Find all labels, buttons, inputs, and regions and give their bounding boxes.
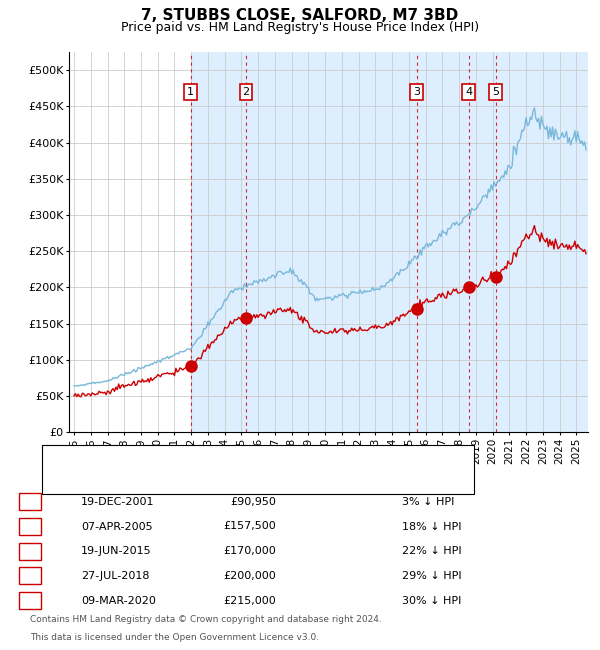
Text: 7, STUBBS CLOSE, SALFORD, M7 3BD (detached house): 7, STUBBS CLOSE, SALFORD, M7 3BD (detach… [90, 454, 400, 464]
Text: 7, STUBBS CLOSE, SALFORD, M7 3BD: 7, STUBBS CLOSE, SALFORD, M7 3BD [142, 8, 458, 23]
Text: 3: 3 [413, 87, 420, 97]
Text: 2: 2 [26, 521, 34, 532]
Text: £215,000: £215,000 [223, 595, 276, 606]
Text: 4: 4 [465, 87, 472, 97]
Text: 18% ↓ HPI: 18% ↓ HPI [402, 521, 461, 532]
Text: 27-JUL-2018: 27-JUL-2018 [81, 571, 149, 581]
Text: £157,500: £157,500 [223, 521, 276, 532]
Text: This data is licensed under the Open Government Licence v3.0.: This data is licensed under the Open Gov… [30, 633, 319, 642]
Text: 19-DEC-2001: 19-DEC-2001 [81, 497, 155, 507]
Text: 29% ↓ HPI: 29% ↓ HPI [402, 571, 461, 581]
Text: 5: 5 [492, 87, 499, 97]
Text: 4: 4 [26, 571, 34, 581]
Text: 1: 1 [26, 497, 34, 507]
Text: 30% ↓ HPI: 30% ↓ HPI [402, 595, 461, 606]
Text: 09-MAR-2020: 09-MAR-2020 [81, 595, 156, 606]
Text: Price paid vs. HM Land Registry's House Price Index (HPI): Price paid vs. HM Land Registry's House … [121, 21, 479, 34]
Text: 5: 5 [26, 595, 34, 606]
Text: 19-JUN-2015: 19-JUN-2015 [81, 546, 152, 556]
Text: £200,000: £200,000 [223, 571, 276, 581]
Text: £170,000: £170,000 [223, 546, 276, 556]
Text: 3: 3 [26, 546, 34, 556]
Text: 2: 2 [242, 87, 250, 97]
Text: 07-APR-2005: 07-APR-2005 [81, 521, 152, 532]
Text: 22% ↓ HPI: 22% ↓ HPI [402, 546, 461, 556]
Text: 3% ↓ HPI: 3% ↓ HPI [402, 497, 454, 507]
Text: Contains HM Land Registry data © Crown copyright and database right 2024.: Contains HM Land Registry data © Crown c… [30, 615, 382, 624]
Bar [191, 52, 600, 432]
Text: HPI: Average price, detached house, Salford: HPI: Average price, detached house, Salf… [90, 477, 336, 487]
Text: £90,950: £90,950 [230, 497, 276, 507]
Text: 1: 1 [187, 87, 194, 97]
